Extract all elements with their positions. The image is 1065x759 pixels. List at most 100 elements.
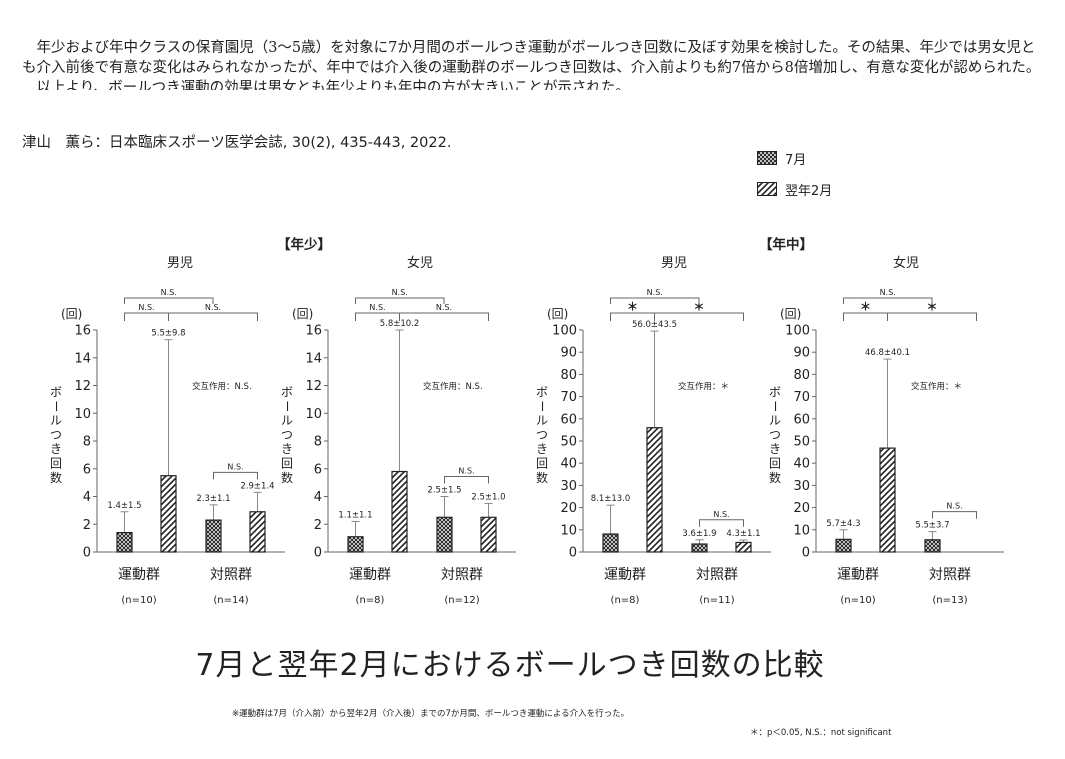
- sig-bracket-top: [355, 297, 445, 304]
- chart-title: 男児: [167, 256, 193, 271]
- data-label: 2.5±1.5: [427, 486, 461, 496]
- bar-feb-control: [249, 511, 266, 553]
- sig-bracket-control: [932, 511, 977, 519]
- data-label: 1.4±1.5: [107, 501, 141, 511]
- data-label: 2.3±1.1: [196, 494, 230, 504]
- y-axis-label-char: 数: [50, 470, 62, 485]
- sig-bracket-top-label: N.S.: [647, 288, 663, 297]
- y-axis-label-char: 回: [281, 457, 293, 471]
- category-label: 対照群: [696, 567, 738, 583]
- y-tick-label: 100: [552, 324, 577, 339]
- category-label: 運動群: [604, 567, 646, 583]
- sig-bracket-top-label: N.S.: [392, 288, 408, 297]
- data-label: 3.6±1.9: [682, 529, 716, 539]
- legend: 7月 翌年2月: [757, 148, 832, 210]
- y-axis-label-char: ボ: [769, 385, 781, 399]
- diagonal-swatch-icon: [757, 182, 777, 196]
- y-tick-label: 30: [793, 479, 810, 494]
- significance-note: ＊：p＜0.05, N.S.：not significant: [750, 728, 892, 738]
- bar-feb-exercise: [879, 447, 896, 553]
- legend-item-feb: 翌年2月: [757, 179, 832, 199]
- chart-title: 女児: [893, 255, 919, 271]
- y-axis-label-char: ル: [281, 414, 293, 428]
- sig-bracket-right: [887, 312, 977, 321]
- sig-bracket-right-label: ＊: [694, 300, 705, 313]
- y-unit-label: (回): [61, 307, 82, 321]
- sig-bracket-left-label: N.S.: [369, 303, 385, 312]
- bar-july-exercise: [347, 536, 364, 553]
- y-tick-label: 0: [314, 546, 322, 561]
- y-axis-label-char: き: [536, 442, 548, 456]
- y-tick-label: 30: [560, 479, 577, 494]
- chart-panel-2: 女児 (回) ボールつき回数 0 2 4 6 8 10 12 14 16 1.1±1.1 2.5±1.5 5…: [280, 255, 516, 606]
- data-label: 2.5±1.0: [471, 492, 505, 502]
- y-tick-label: 0: [83, 546, 91, 561]
- y-axis-label-char: ー: [535, 400, 549, 412]
- sig-bracket-right: [654, 312, 744, 321]
- y-tick-label: 10: [793, 523, 810, 538]
- n-label: (n=14): [213, 595, 248, 606]
- y-axis-label-char: ル: [50, 414, 62, 428]
- y-unit-label: (回): [292, 307, 313, 321]
- y-tick-label: 70: [560, 390, 577, 405]
- sig-bracket-right: [399, 312, 489, 321]
- sig-bracket-top-label: N.S.: [161, 288, 177, 297]
- bar-july-control: [691, 543, 708, 553]
- n-label: (n=8): [356, 595, 385, 606]
- y-tick-label: 10: [560, 523, 577, 538]
- y-axis-label-char: つ: [281, 428, 293, 442]
- legend-item-july: 7月: [757, 148, 832, 168]
- sig-bracket-right-label: ＊: [927, 300, 938, 313]
- data-label: 1.1±1.1: [338, 510, 372, 520]
- y-tick-label: 4: [83, 490, 91, 505]
- bar-july-control: [205, 519, 222, 553]
- y-axis-label-char: き: [281, 442, 293, 456]
- crosshatch-swatch-icon: [757, 151, 777, 165]
- legend-label: 7月: [785, 152, 807, 168]
- bar-feb-exercise: [646, 427, 663, 553]
- sig-bracket-control: [213, 471, 258, 480]
- sig-bracket-right-label: N.S.: [436, 303, 452, 312]
- sig-bracket-control-label: N.S.: [713, 510, 729, 519]
- chart-panel-1: 男児 (回) ボールつき回数 0 2 4 6 8 10 12 14 16 1.4±1.5 2.3±1.1 5…: [49, 256, 285, 606]
- y-tick-label: 6: [314, 462, 322, 477]
- y-tick-label: 80: [793, 368, 810, 383]
- sig-bracket-left-label: ＊: [627, 300, 638, 313]
- y-tick-label: 20: [793, 501, 810, 516]
- y-axis-label-char: 数: [281, 470, 293, 485]
- y-tick-label: 12: [74, 379, 91, 394]
- data-label: 5.8±10.2: [380, 319, 420, 329]
- legend-label: 翌年2月: [785, 183, 833, 199]
- y-tick-label: 90: [560, 346, 577, 361]
- y-tick-label: 40: [793, 457, 810, 472]
- bar-feb-control: [480, 516, 497, 553]
- y-tick-label: 14: [305, 351, 322, 366]
- category-label: 対照群: [441, 567, 483, 583]
- y-tick-label: 16: [305, 324, 322, 339]
- sig-bracket-top: [124, 297, 214, 304]
- y-axis-label: ボールつき回数: [280, 385, 294, 485]
- sig-bracket-top-label: N.S.: [880, 288, 896, 297]
- y-axis-label-char: 数: [536, 470, 548, 485]
- n-label: (n=8): [611, 595, 640, 606]
- y-unit-label: (回): [780, 307, 801, 321]
- y-axis-label-char: つ: [769, 428, 781, 442]
- n-label: (n=12): [444, 595, 479, 606]
- y-axis-label-char: つ: [536, 428, 548, 442]
- category-label: 対照群: [929, 567, 971, 583]
- y-tick-label: 2: [314, 518, 322, 533]
- sig-bracket-top: [610, 297, 700, 304]
- sig-bracket-right-label: N.S.: [205, 303, 221, 312]
- bar-july-exercise: [835, 538, 852, 553]
- data-label: 56.0±43.5: [632, 320, 677, 330]
- n-label: (n=10): [121, 595, 156, 606]
- y-tick-label: 10: [74, 407, 91, 422]
- bar-feb-exercise: [160, 475, 177, 553]
- y-axis-label-char: ー: [280, 400, 294, 412]
- y-axis-label-char: き: [769, 442, 781, 456]
- y-axis-label: ボールつき回数: [49, 385, 63, 485]
- sig-bracket-left: [843, 312, 888, 321]
- category-label: 運動群: [118, 567, 160, 583]
- sig-bracket-control: [444, 476, 489, 484]
- bar-july-exercise: [116, 531, 133, 553]
